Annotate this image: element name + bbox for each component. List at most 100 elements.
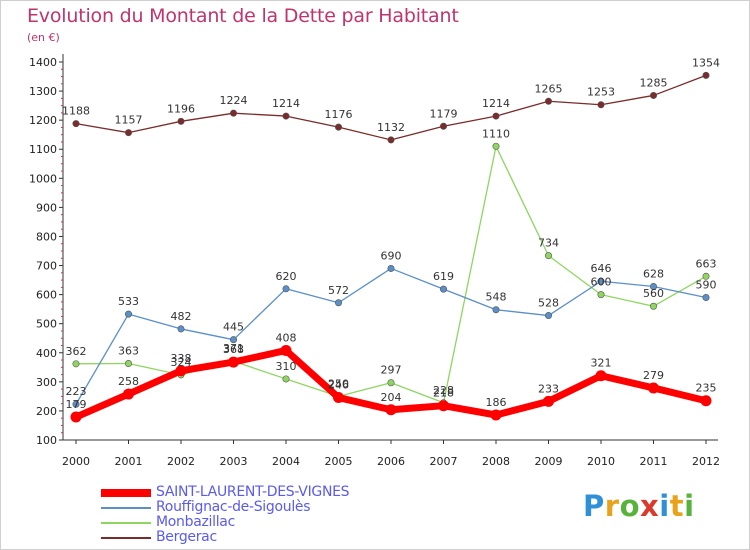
data-label: 1157 xyxy=(115,114,143,127)
data-point xyxy=(175,365,187,377)
data-label: 1214 xyxy=(272,97,300,110)
y-tick-label: 1100 xyxy=(29,143,57,156)
y-tick-label: 400 xyxy=(36,347,57,360)
data-point xyxy=(700,395,712,407)
data-label: 363 xyxy=(118,345,139,358)
data-label: 1132 xyxy=(377,121,405,134)
data-label: 321 xyxy=(591,357,612,370)
data-point xyxy=(702,294,710,302)
legend-label: Rouffignac-de-Sigoulès xyxy=(156,499,311,515)
data-point xyxy=(702,272,710,280)
data-label: 228 xyxy=(433,384,454,397)
axes: 100 200 300 400 500 600 700 800 900 1000 1100 1200 1… xyxy=(29,54,720,468)
data-point xyxy=(649,282,657,290)
data-label: 368 xyxy=(223,343,244,356)
data-label: 1265 xyxy=(535,82,563,95)
data-label: 628 xyxy=(643,267,664,280)
data-point xyxy=(492,112,500,120)
data-label: 371 xyxy=(223,342,244,355)
data-label: 1176 xyxy=(325,108,353,121)
data-point xyxy=(387,379,395,387)
data-point xyxy=(228,356,239,368)
data-point xyxy=(385,404,397,416)
x-tick-label: 2009 xyxy=(535,455,563,468)
data-point xyxy=(70,411,82,423)
data-label: 1253 xyxy=(587,86,615,99)
logo-letter: r xyxy=(604,489,620,523)
x-tick-label: 2001 xyxy=(115,455,143,468)
data-label: 218 xyxy=(433,387,454,400)
data-label: 1110 xyxy=(482,127,510,140)
data-point xyxy=(280,344,292,356)
data-point xyxy=(648,382,659,394)
y-tick-label: 1300 xyxy=(29,85,57,98)
data-label: 548 xyxy=(486,291,507,304)
data-point xyxy=(544,252,552,260)
x-tick-label: 2002 xyxy=(167,455,195,468)
data-point xyxy=(544,97,552,105)
data-label: 250 xyxy=(328,377,349,390)
data-label: 338 xyxy=(171,352,192,365)
data-point xyxy=(649,91,657,99)
x-tick-label: 2012 xyxy=(692,455,720,468)
data-point xyxy=(438,400,449,412)
logo-letter: t xyxy=(669,489,685,523)
data-point xyxy=(125,310,133,318)
legend-swatch xyxy=(101,522,151,524)
data-label: 279 xyxy=(643,369,664,382)
data-label: 204 xyxy=(381,391,402,404)
data-point xyxy=(597,101,605,109)
legend-swatch xyxy=(101,537,151,539)
data-point xyxy=(177,325,185,333)
x-tick-label: 2008 xyxy=(482,455,510,468)
logo-letter: o xyxy=(619,489,641,523)
data-label: 572 xyxy=(328,284,349,297)
y-tick-label: 700 xyxy=(36,260,57,273)
y-tick-label: 600 xyxy=(36,289,57,302)
data-point xyxy=(543,395,554,407)
data-point xyxy=(387,264,395,272)
data-label: 1196 xyxy=(167,102,195,115)
data-label: 324 xyxy=(171,356,192,369)
data-point xyxy=(439,285,447,293)
x-tick-label: 2006 xyxy=(377,455,405,468)
data-point xyxy=(72,120,80,128)
x-tick-label: 2007 xyxy=(430,455,458,468)
legend-label: SAINT-LAURENT-DES-VIGNES xyxy=(156,484,350,500)
data-label: 1179 xyxy=(430,107,458,120)
y-tick-label: 300 xyxy=(36,376,57,389)
data-label: 1354 xyxy=(692,56,720,69)
data-point xyxy=(282,375,290,383)
y-tick-label: 900 xyxy=(36,201,57,214)
legend-swatch xyxy=(101,507,151,509)
x-tick-label: 2004 xyxy=(272,455,300,468)
logo-letter: x xyxy=(640,489,660,523)
data-point xyxy=(125,129,133,137)
legend-label: Bergerac xyxy=(156,529,217,545)
data-point xyxy=(544,312,552,320)
data-label: 620 xyxy=(276,270,297,283)
data-label: 734 xyxy=(538,237,559,250)
data-point xyxy=(387,136,395,144)
x-tick-label: 2010 xyxy=(587,455,615,468)
data-label: 600 xyxy=(591,276,612,289)
data-point xyxy=(334,299,342,307)
data-label: 646 xyxy=(591,262,612,275)
data-label: 619 xyxy=(433,270,454,283)
data-label: 223 xyxy=(66,385,87,398)
data-point xyxy=(490,409,502,421)
data-point xyxy=(439,122,447,130)
x-tick-label: 2003 xyxy=(220,455,248,468)
x-tick-label: 2000 xyxy=(62,455,90,468)
logo-letter: i xyxy=(659,489,670,523)
data-label: 310 xyxy=(276,360,297,373)
y-tick-label: 500 xyxy=(36,318,57,331)
data-label: 258 xyxy=(118,375,139,388)
data-point xyxy=(123,388,134,400)
data-label: 297 xyxy=(381,364,402,377)
data-point xyxy=(492,306,500,314)
data-label: 590 xyxy=(696,279,717,292)
data-point xyxy=(597,291,605,299)
